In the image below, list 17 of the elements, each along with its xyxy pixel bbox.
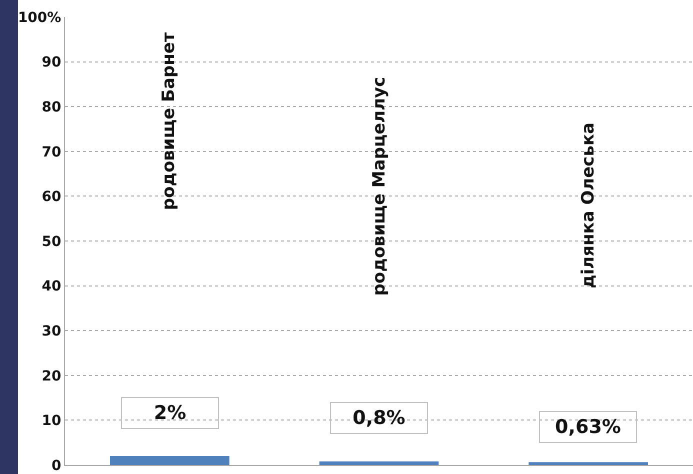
x-tick-label: родовище Марцеллус <box>369 76 390 296</box>
y-tick-label: 60 <box>42 189 62 206</box>
y-tick-label: 30 <box>42 324 62 340</box>
data-label: 0,8% <box>352 407 406 429</box>
data-label: 0,63% <box>555 416 621 438</box>
y-tick-label: 50 <box>42 234 62 250</box>
y-tick-label: 90 <box>42 54 62 71</box>
x-tick-label: родовище Барнет <box>159 32 180 210</box>
y-tick-label: 70 <box>42 144 62 160</box>
x-tick-label: ділянка Олеська <box>578 122 598 288</box>
y-tick-label: 20 <box>42 368 62 384</box>
y-tick-label: 0 <box>51 458 62 474</box>
data-label: 2% <box>154 402 186 424</box>
y-tick-label: 40 <box>42 278 62 295</box>
y-tick-label: 80 <box>42 100 62 116</box>
y-tick-label: 10 <box>42 413 62 430</box>
y-tick-label: 100% <box>18 10 62 26</box>
